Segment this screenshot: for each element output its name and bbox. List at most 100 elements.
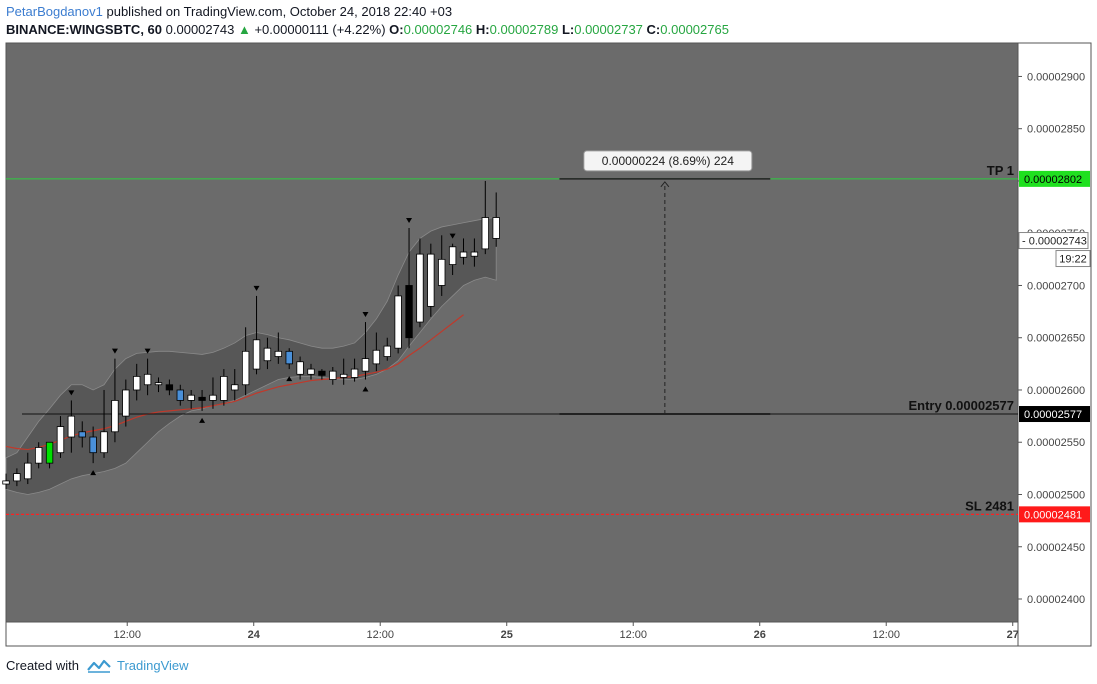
measure-label-box	[583, 150, 753, 172]
time-axis	[5, 621, 1019, 647]
plot-area	[6, 43, 1018, 622]
y-tick-label: 0.00002450	[1027, 542, 1085, 554]
candle-body	[459, 251, 468, 258]
measure-label: 0.00000224 (8.69%) 224	[602, 154, 734, 168]
close-label: C:	[646, 22, 661, 37]
candle-body	[405, 285, 413, 339]
candle-body	[438, 258, 446, 286]
up-marker-icon	[362, 386, 369, 392]
candle-body	[122, 389, 130, 417]
x-tick-label: 12:00	[872, 629, 900, 641]
high-label: H:	[475, 22, 490, 37]
entry-price-tag: 0.00002577	[1024, 409, 1082, 421]
tp-price-tag-bg	[1019, 170, 1090, 187]
candle-body	[329, 370, 337, 380]
y-tick-label: 0.00002900	[1027, 71, 1085, 83]
y-tick-label: 0.00002650	[1027, 333, 1085, 345]
y-tick-label: 0.00002550	[1027, 437, 1085, 449]
candle-body	[274, 350, 282, 357]
candle-body	[13, 473, 21, 482]
candle-body	[340, 373, 348, 378]
symbol-info: BINANCE:WINGSBTC, 60 0.00002743 ▲ +0.000…	[6, 22, 729, 37]
tp-price-tag: 0.00002802	[1024, 174, 1082, 186]
candle-body	[481, 217, 489, 250]
candle-body	[111, 400, 119, 433]
candle-body	[350, 368, 359, 378]
sl-price-tag: 0.00002481	[1024, 509, 1082, 521]
down-marker-icon	[406, 217, 413, 223]
candle-body	[394, 295, 402, 349]
candle-body	[24, 462, 32, 480]
candle-body	[100, 431, 108, 454]
published-text: published on TradingView.com, October 24…	[106, 4, 453, 19]
countdown-label: 19:22	[1059, 254, 1087, 266]
last-price-tag-bg	[1018, 232, 1089, 250]
candle-body	[78, 431, 86, 438]
up-marker-icon	[90, 470, 97, 476]
tradingview-link[interactable]: TradingView	[116, 658, 189, 673]
candle-body	[307, 368, 315, 375]
sl-label: SL 2481	[965, 498, 1014, 513]
close-value: 0.00002765	[660, 22, 729, 37]
y-tick-label: 0.00002500	[1027, 489, 1085, 501]
candle-body	[198, 396, 206, 401]
tp-label: TP 1	[987, 163, 1014, 178]
volatility-band	[5, 217, 497, 495]
candle-body	[35, 447, 43, 464]
down-marker-icon	[362, 312, 369, 318]
candle-body	[448, 246, 457, 265]
candle-body	[165, 384, 174, 391]
x-tick-label: 25	[501, 629, 513, 641]
publish-info: PetarBogdanov1 published on TradingView.…	[6, 4, 452, 19]
candle-body	[209, 394, 217, 401]
candle-body	[231, 384, 239, 391]
candle-body	[2, 480, 10, 485]
price-chart[interactable]: 0.000029000.000028500.000028000.00002750…	[0, 40, 1097, 650]
last-price-tag: - 0.00002743	[1022, 236, 1087, 248]
candle-body	[241, 350, 250, 386]
candle-body	[427, 253, 435, 307]
candle-body	[372, 349, 381, 365]
x-tick-label: 26	[754, 629, 766, 641]
candle-body	[56, 426, 65, 454]
sl-price-tag-bg	[1019, 506, 1090, 523]
plot-border	[5, 42, 1019, 623]
candle-body	[318, 370, 326, 376]
symbol-name: BINANCE:WINGSBTC, 60	[6, 22, 163, 37]
change-arrow-icon: ▲	[237, 22, 251, 37]
created-with-text: Created with	[6, 658, 79, 673]
candle-body	[187, 394, 195, 401]
down-marker-icon	[68, 390, 75, 396]
y-tick-label: 0.00002850	[1027, 124, 1085, 136]
down-marker-icon	[144, 348, 151, 354]
candle-body	[285, 350, 293, 365]
candle-body	[133, 375, 141, 391]
high-value: 0.00002789	[489, 22, 559, 37]
y-tick-label: 0.00002600	[1027, 385, 1085, 397]
candle-body	[416, 253, 424, 323]
price-axis	[1017, 42, 1092, 647]
candle-body	[383, 345, 391, 357]
candle-body	[361, 358, 370, 372]
candle-body	[143, 373, 152, 386]
entry-price-tag-bg	[1019, 406, 1090, 423]
countdown-bg	[1055, 250, 1091, 268]
author-link[interactable]: PetarBogdanov1	[6, 4, 103, 19]
candle-body	[263, 347, 272, 362]
up-marker-icon	[199, 417, 206, 423]
candle-body	[492, 217, 500, 239]
up-marker-icon	[286, 376, 293, 382]
candle-body	[296, 361, 304, 375]
price-change: +0.00000111 (+4.22%)	[254, 22, 386, 37]
x-tick-label: 12:00	[113, 629, 141, 641]
candle-body	[470, 251, 479, 257]
candle-body	[154, 382, 163, 386]
candle-body	[252, 339, 261, 370]
down-marker-icon	[111, 348, 118, 354]
low-value: 0.00002737	[574, 22, 643, 37]
y-tick-label: 0.00002700	[1027, 280, 1085, 292]
down-marker-icon	[449, 233, 456, 239]
measure-arrow-icon	[660, 181, 670, 188]
candle-body	[89, 436, 97, 454]
footer: Created with TradingView	[6, 658, 189, 673]
